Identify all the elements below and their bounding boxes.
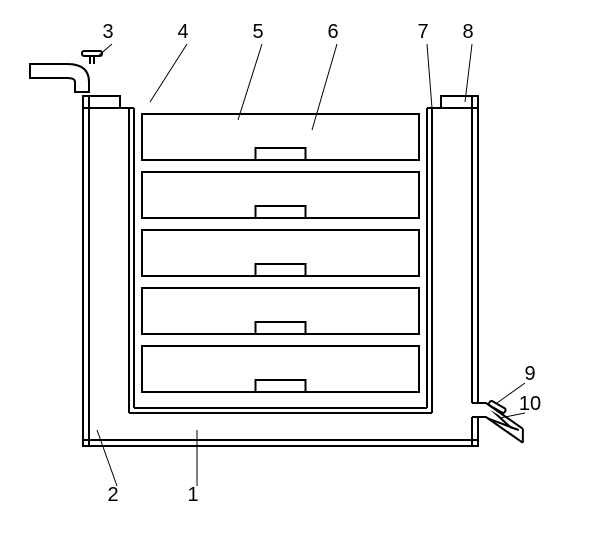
label-10: 10: [519, 393, 541, 415]
label-2: 2: [107, 484, 118, 506]
label-5: 5: [252, 21, 263, 43]
label-7: 7: [417, 21, 428, 43]
label-8: 8: [462, 21, 473, 43]
schematic-diagram: 1 2 3 4 5 6 7 8 9 10: [0, 0, 591, 536]
label-6: 6: [327, 21, 338, 43]
label-3: 3: [102, 21, 113, 43]
label-4: 4: [177, 21, 188, 43]
label-1: 1: [187, 484, 198, 506]
label-9: 9: [524, 363, 535, 385]
